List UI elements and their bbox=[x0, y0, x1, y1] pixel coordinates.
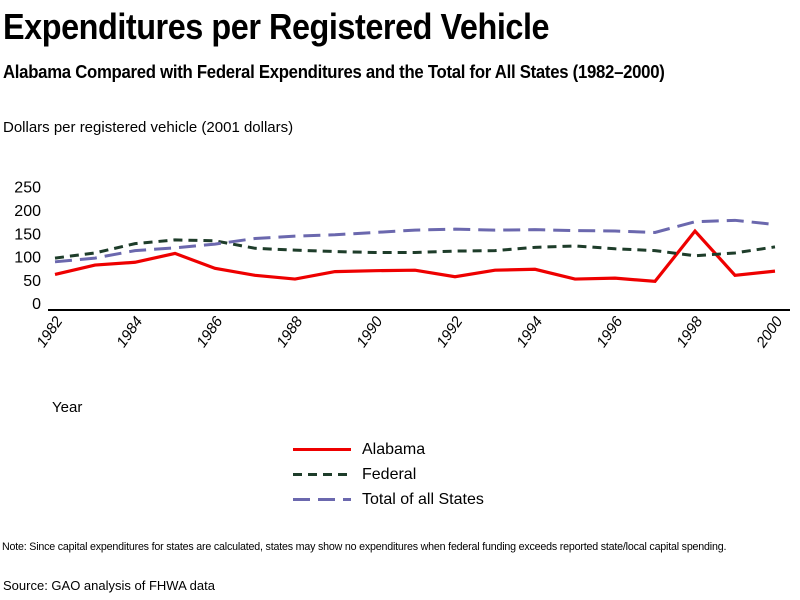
legend-label: Alabama bbox=[362, 440, 426, 458]
y-tick-label: 250 bbox=[14, 180, 41, 197]
y-axis-unit-label: Dollars per registered vehicle (2001 dol… bbox=[3, 119, 294, 136]
y-tick-label: 0 bbox=[32, 296, 41, 313]
x-tick-label: 1984 bbox=[113, 314, 146, 351]
x-tick-label: 1998 bbox=[673, 313, 706, 351]
page-subtitle: Alabama Compared with Federal Expenditur… bbox=[3, 62, 665, 82]
x-tick-label: 1996 bbox=[593, 313, 626, 351]
series-line-alabama bbox=[54, 228, 776, 284]
x-tick-label: 1994 bbox=[513, 314, 546, 351]
x-tick-label: 1988 bbox=[273, 313, 306, 351]
legend-item-alabama: Alabama bbox=[293, 437, 484, 462]
page-title: Expenditures per Registered Vehicle bbox=[3, 6, 550, 47]
legend-label: Total of all States bbox=[362, 490, 484, 508]
x-tick-label: 1992 bbox=[433, 313, 466, 351]
source-line: Source: GAO analysis of FHWA data bbox=[3, 578, 215, 593]
x-axis-title: Year bbox=[52, 399, 83, 416]
legend-label: Federal bbox=[362, 465, 417, 483]
alabama-line-swatch bbox=[293, 448, 351, 451]
legend-item-total: Total of all States bbox=[293, 487, 484, 512]
federal-line-swatch bbox=[293, 473, 351, 476]
legend-item-federal: Federal bbox=[293, 462, 484, 487]
footnote: Note: Since capital expenditures for sta… bbox=[2, 541, 727, 553]
x-tick-label: 1990 bbox=[353, 313, 386, 351]
series-line-total-of-all-states bbox=[54, 218, 776, 264]
x-tick-label: 1986 bbox=[193, 313, 226, 351]
total-line-swatch bbox=[293, 498, 351, 501]
y-tick-label: 100 bbox=[14, 250, 41, 267]
legend: Alabama Federal Total of all States bbox=[293, 437, 484, 512]
y-tick-label: 150 bbox=[14, 226, 41, 243]
y-tick-label: 200 bbox=[14, 203, 41, 220]
x-tick-label: 2000 bbox=[753, 313, 787, 351]
series-line-federal bbox=[54, 238, 776, 260]
y-tick-label: 50 bbox=[23, 273, 41, 290]
x-tick-label: 1982 bbox=[33, 313, 66, 351]
